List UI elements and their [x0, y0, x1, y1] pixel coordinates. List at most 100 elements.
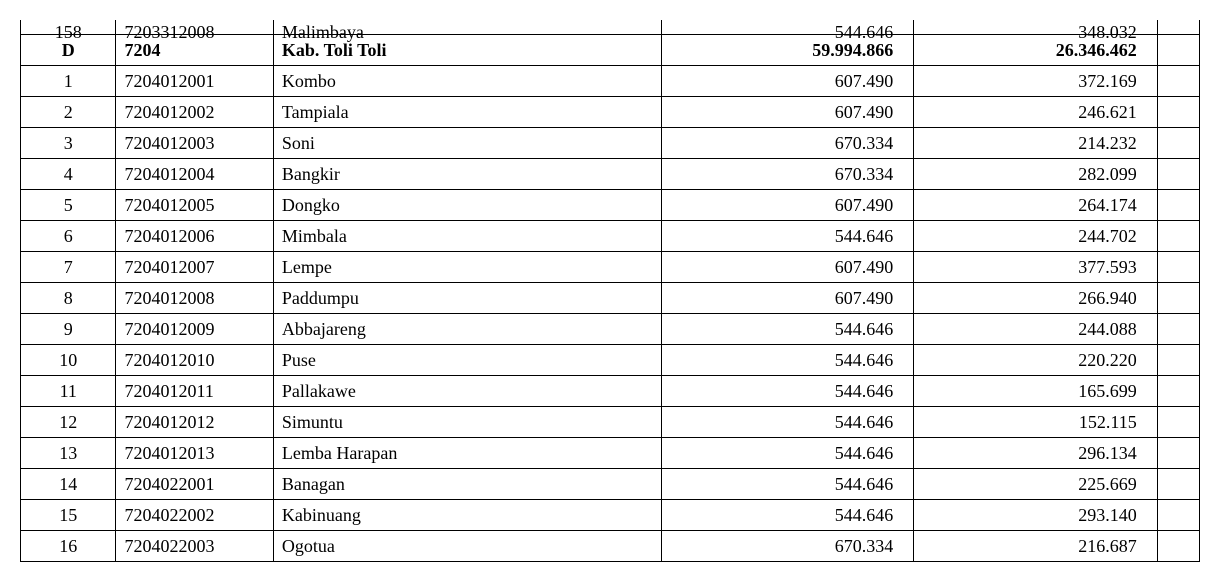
- cell-end: [1157, 531, 1199, 562]
- cell-end: [1157, 407, 1199, 438]
- cell-val2: 282.099: [914, 159, 1158, 190]
- cell-name: Puse: [273, 345, 661, 376]
- partial-no: 158: [21, 30, 115, 34]
- partial-top-row: 158 7203312008 Malimbaya 544.646 348.032: [21, 20, 1200, 35]
- cell-no: 4: [21, 159, 116, 190]
- cell-end: [1157, 469, 1199, 500]
- table-row: 47204012004Bangkir670.334282.099: [21, 159, 1200, 190]
- cell-end: [1157, 66, 1199, 97]
- cell-val1: 544.646: [662, 469, 914, 500]
- cell-name: Lemba Harapan: [273, 438, 661, 469]
- cell-end: [1157, 159, 1199, 190]
- cell-no: 13: [21, 438, 116, 469]
- partial-code: 7203312008: [116, 30, 272, 34]
- cell-code: 7204022002: [116, 500, 273, 531]
- cell-val2: 220.220: [914, 345, 1158, 376]
- cell-name: Mimbala: [273, 221, 661, 252]
- cell-end: [1157, 190, 1199, 221]
- cell-val2: 264.174: [914, 190, 1158, 221]
- cell-name: Abbajareng: [273, 314, 661, 345]
- table-row: 127204012012Simuntu544.646152.115: [21, 407, 1200, 438]
- cell-val2: 296.134: [914, 438, 1158, 469]
- cell-no: 5: [21, 190, 116, 221]
- table-row: 167204022003Ogotua670.334216.687: [21, 531, 1200, 562]
- cell-name: Tampiala: [273, 97, 661, 128]
- data-table: 158 7203312008 Malimbaya 544.646 348.032…: [20, 20, 1200, 562]
- cell-end: [1157, 221, 1199, 252]
- cell-val1: 607.490: [662, 283, 914, 314]
- cell-name: Kombo: [273, 66, 661, 97]
- cell-no: 1: [21, 66, 116, 97]
- cell-no: 2: [21, 97, 116, 128]
- cell-val2: 372.169: [914, 66, 1158, 97]
- cell-code: 7203312008: [116, 20, 273, 35]
- cell-code: 7204012003: [116, 128, 273, 159]
- cell-val1: 544.646: [662, 500, 914, 531]
- table-row: 67204012006Mimbala544.646244.702: [21, 221, 1200, 252]
- cell-name: Paddumpu: [273, 283, 661, 314]
- cell-val2: 214.232: [914, 128, 1158, 159]
- cell-end: [1157, 314, 1199, 345]
- cell-val1: 544.646: [662, 20, 914, 35]
- cell-val2: 377.593: [914, 252, 1158, 283]
- table-row: 147204022001Banagan544.646225.669: [21, 469, 1200, 500]
- cell-end: [1157, 500, 1199, 531]
- cell-no: 3: [21, 128, 116, 159]
- cell-name: Bangkir: [273, 159, 661, 190]
- cell-no: 10: [21, 345, 116, 376]
- cell-no: 12: [21, 407, 116, 438]
- cell-no: 158: [21, 20, 116, 35]
- table-row: 77204012007Lempe607.490377.593: [21, 252, 1200, 283]
- cell-no: 9: [21, 314, 116, 345]
- cell-val2: 165.699: [914, 376, 1158, 407]
- cell-code: 7204012001: [116, 66, 273, 97]
- partial-val1: 544.646: [662, 30, 913, 34]
- cell-code: 7204012009: [116, 314, 273, 345]
- cell-end: [1157, 20, 1199, 35]
- cell-code: 7204012006: [116, 221, 273, 252]
- table-row: 117204012011Pallakawe544.646165.699: [21, 376, 1200, 407]
- cell-val1: 607.490: [662, 97, 914, 128]
- cell-no: 7: [21, 252, 116, 283]
- cell-code: 7204012004: [116, 159, 273, 190]
- cell-val1: 670.334: [662, 128, 914, 159]
- cell-val2: 246.621: [914, 97, 1158, 128]
- cell-name: Kabinuang: [273, 500, 661, 531]
- cell-end: [1157, 128, 1199, 159]
- table-row: 27204012002Tampiala607.490246.621: [21, 97, 1200, 128]
- cell-name: Simuntu: [273, 407, 661, 438]
- cell-val1: 607.490: [662, 66, 914, 97]
- cell-val2: 348.032: [914, 20, 1158, 35]
- table-row: 107204012010Puse544.646220.220: [21, 345, 1200, 376]
- cell-val2: 244.702: [914, 221, 1158, 252]
- cell-no: 15: [21, 500, 116, 531]
- cell-val1: 544.646: [662, 376, 914, 407]
- cell-code: 7204012008: [116, 283, 273, 314]
- cell-name: Dongko: [273, 190, 661, 221]
- cell-val1: 544.646: [662, 438, 914, 469]
- cell-code: 7204012010: [116, 345, 273, 376]
- cell-name: Lempe: [273, 252, 661, 283]
- cell-code: 7204012013: [116, 438, 273, 469]
- partial-name: Malimbaya: [274, 30, 661, 34]
- cell-code: 7204012005: [116, 190, 273, 221]
- cell-val2: 244.088: [914, 314, 1158, 345]
- cell-end: [1157, 97, 1199, 128]
- table-body: 158 7203312008 Malimbaya 544.646 348.032…: [21, 20, 1200, 562]
- cell-val1: 607.490: [662, 252, 914, 283]
- cell-no: 16: [21, 531, 116, 562]
- table-row: 87204012008Paddumpu607.490266.940: [21, 283, 1200, 314]
- cell-end: [1157, 438, 1199, 469]
- cell-code: 7204022003: [116, 531, 273, 562]
- table-row: 57204012005Dongko607.490264.174: [21, 190, 1200, 221]
- table-row: 97204012009Abbajareng544.646244.088: [21, 314, 1200, 345]
- cell-code: 7204012002: [116, 97, 273, 128]
- cell-val1: 670.334: [662, 159, 914, 190]
- cell-val1: 544.646: [662, 314, 914, 345]
- cell-val1: 544.646: [662, 221, 914, 252]
- cell-name: Soni: [273, 128, 661, 159]
- cell-end: [1157, 376, 1199, 407]
- cell-val1: 544.646: [662, 345, 914, 376]
- cell-no: 11: [21, 376, 116, 407]
- cell-val2: 293.140: [914, 500, 1158, 531]
